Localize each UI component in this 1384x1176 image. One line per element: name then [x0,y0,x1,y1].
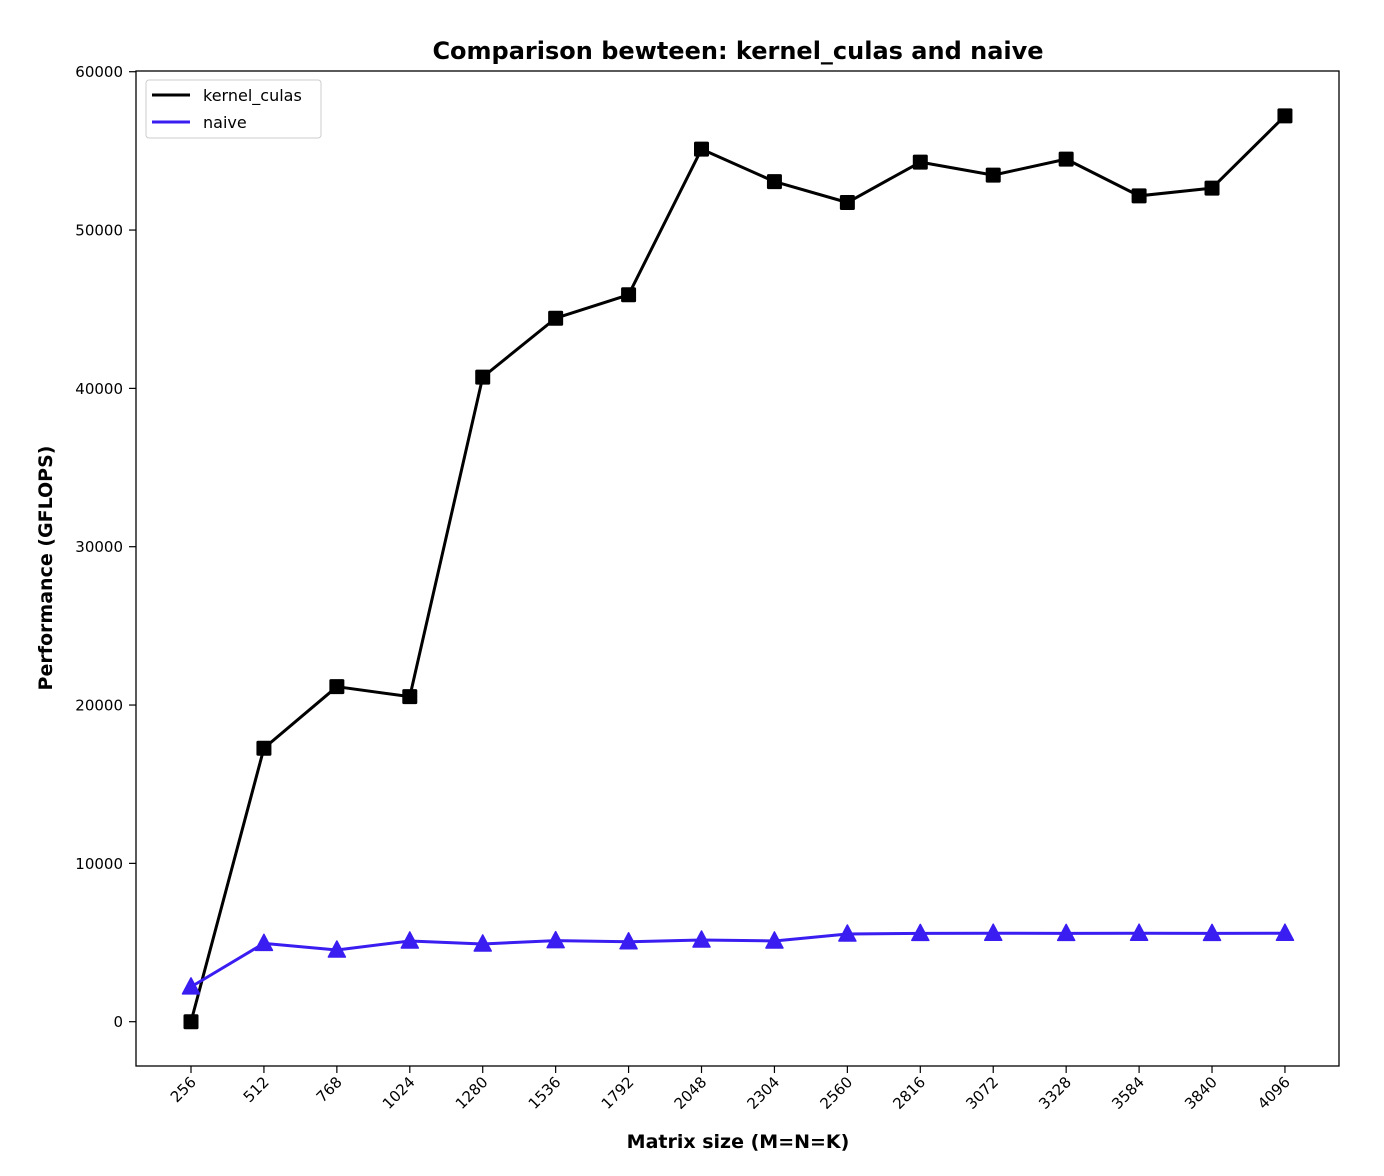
data-point-triangle [765,931,784,949]
data-point-triangle [400,931,420,949]
data-point-square [329,679,345,695]
plot-area [181,108,1295,1030]
data-point-triangle [1056,923,1076,942]
data-point-square [548,310,564,326]
y-tick-label: 60000 [75,63,123,81]
data-point-triangle [1275,923,1295,941]
x-tick-label: 4096 [1254,1073,1294,1113]
legend-label-naive: naive [203,113,247,132]
x-tick-label: 2816 [889,1073,929,1113]
y-tick-label: 20000 [75,697,123,715]
data-point-square [694,141,710,157]
data-point-triangle [619,931,638,950]
data-point-square [256,740,272,756]
data-point-triangle [838,924,857,942]
x-tick-label: 3072 [962,1073,1002,1113]
data-point-triangle [546,930,565,949]
series-line [189,114,1287,1023]
data-point-triangle [1202,923,1222,942]
axes-frame [135,70,1340,1067]
x-tick-label: 2560 [816,1073,856,1113]
x-tick-label: 2304 [744,1073,784,1113]
data-point-triangle [983,923,1003,941]
data-point-square [839,195,855,211]
data-point-square [1058,151,1074,167]
data-point-triangle [327,940,347,958]
data-point-square [475,369,491,385]
x-tick-label: 512 [240,1073,273,1106]
y-axis-title: Performance (GFLOPS) [35,446,57,691]
data-point-square [621,287,637,303]
data-point-square [183,1014,199,1030]
x-tick-label: 256 [167,1073,200,1106]
data-point-square [1204,180,1220,196]
x-tick-label: 3328 [1035,1073,1075,1113]
series-naive [181,923,1295,995]
legend-label-kernel-culas: kernel_culas [203,86,302,106]
x-tick-label: 2048 [671,1073,711,1113]
data-point-square [766,174,782,190]
chart-title: Comparison bewteen: kernel_culas and nai… [432,37,1043,65]
data-point-square [985,167,1001,183]
data-point-square [912,154,928,170]
x-tick-label: 3584 [1108,1073,1148,1113]
data-point-triangle [692,930,711,948]
x-tick-label: 1280 [452,1073,492,1113]
data-point-triangle [1129,923,1149,941]
y-tick-label: 10000 [75,855,123,873]
data-point-square [1277,108,1293,124]
data-point-square [402,689,418,705]
x-tick-label: 1024 [379,1073,419,1113]
x-tick-label: 3840 [1181,1073,1221,1113]
data-point-triangle [473,934,492,952]
data-point-triangle [254,933,274,952]
data-point-triangle [181,977,201,995]
series-line [190,931,1285,989]
y-tick-label: 0 [113,1013,123,1031]
x-tick-label: 1792 [598,1073,638,1113]
x-tick-label: 1536 [525,1073,565,1113]
y-tick-label: 40000 [75,380,123,398]
data-point-triangle [911,923,930,942]
series-kernel-culas [183,108,1293,1030]
y-axis: 0 10000 20000 30000 40000 50000 60000 [75,63,136,1031]
x-tick-label: 768 [313,1073,346,1106]
y-tick-label: 50000 [75,222,123,240]
legend: kernel_culas naive [145,79,322,139]
x-axis-title: Matrix size (M=N=K) [627,1131,850,1153]
y-tick-label: 30000 [75,538,123,556]
data-point-square [1131,188,1147,204]
x-axis: 256 512 768 1024 1280 1536 1792 2048 2304 2560 281… [167,1066,1294,1113]
